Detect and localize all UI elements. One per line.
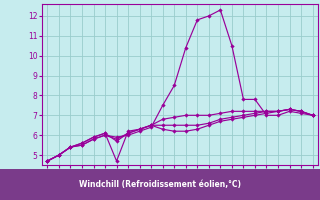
Text: Windchill (Refroidissement éolien,°C): Windchill (Refroidissement éolien,°C) <box>79 180 241 189</box>
